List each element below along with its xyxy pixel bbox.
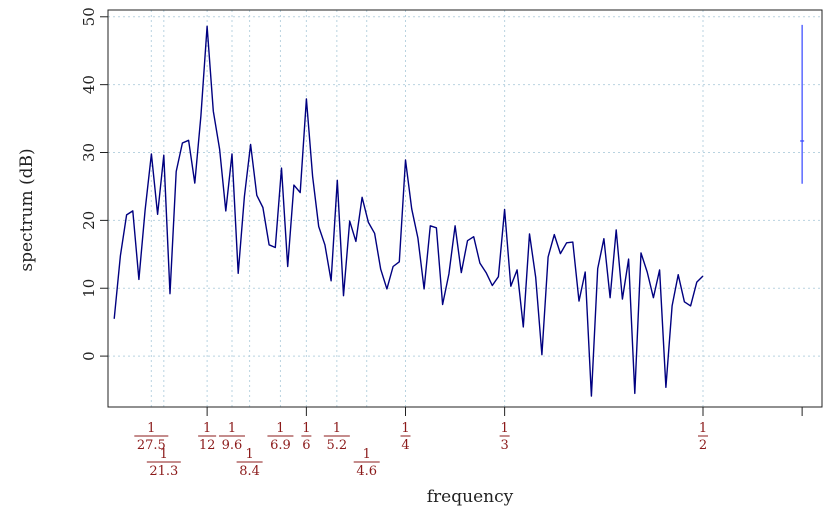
plot-frame (107, 9, 823, 408)
period-denominator: 5.2 (326, 438, 347, 453)
period-numerator: 1 (333, 421, 341, 436)
y-axis-title: spectrum (dB) (17, 148, 37, 271)
period-numerator: 1 (147, 421, 155, 436)
period-denominator: 27.5 (137, 438, 166, 453)
period-numerator: 1 (363, 447, 371, 462)
y-tick-label: 10 (80, 279, 98, 298)
y-tick-label: 20 (80, 211, 98, 230)
period-label: 112 (198, 421, 217, 453)
period-numerator: 1 (245, 447, 253, 462)
period-denominator: 6 (302, 438, 310, 453)
series-layer (113, 24, 805, 397)
y-tick-label: 40 (80, 75, 98, 94)
period-label: 121.3 (146, 447, 181, 479)
period-denominator: 8.4 (239, 464, 260, 479)
period-denominator: 21.3 (149, 464, 178, 479)
period-label: 127.5 (134, 421, 169, 453)
x-period-labels: 127.5121.311219.618.416.91615.214.614131… (134, 421, 708, 479)
period-numerator: 1 (228, 421, 236, 436)
grid (107, 10, 822, 407)
period-numerator: 1 (401, 421, 409, 436)
period-denominator: 4 (401, 438, 409, 453)
period-denominator: 6.9 (270, 438, 291, 453)
period-denominator: 2 (699, 438, 707, 453)
period-numerator: 1 (203, 421, 211, 436)
period-label: 13 (499, 421, 510, 453)
period-numerator: 1 (302, 421, 310, 436)
period-label: 14 (400, 421, 411, 453)
spectrum-line (113, 25, 704, 397)
axis-ticks: 0 10 20 30 40 50 (80, 7, 803, 416)
period-label: 18.4 (236, 447, 263, 479)
period-label: 16 (301, 421, 312, 453)
period-label: 14.6 (353, 447, 380, 479)
period-numerator: 1 (699, 421, 707, 436)
period-denominator: 9.6 (222, 438, 243, 453)
period-numerator: 1 (160, 447, 168, 462)
period-denominator: 12 (199, 438, 216, 453)
y-tick-label: 30 (80, 143, 98, 162)
period-label: 16.9 (267, 421, 294, 453)
period-numerator: 1 (500, 421, 508, 436)
period-denominator: 3 (500, 438, 508, 453)
x-axis-title: frequency (427, 487, 514, 507)
period-label: 15.2 (323, 421, 350, 453)
period-label: 12 (698, 421, 708, 453)
y-tick-label: 0 (80, 351, 98, 361)
y-tick-label: 50 (80, 7, 98, 26)
period-denominator: 4.6 (356, 464, 377, 479)
period-label: 19.6 (218, 421, 245, 453)
period-numerator: 1 (276, 421, 284, 436)
